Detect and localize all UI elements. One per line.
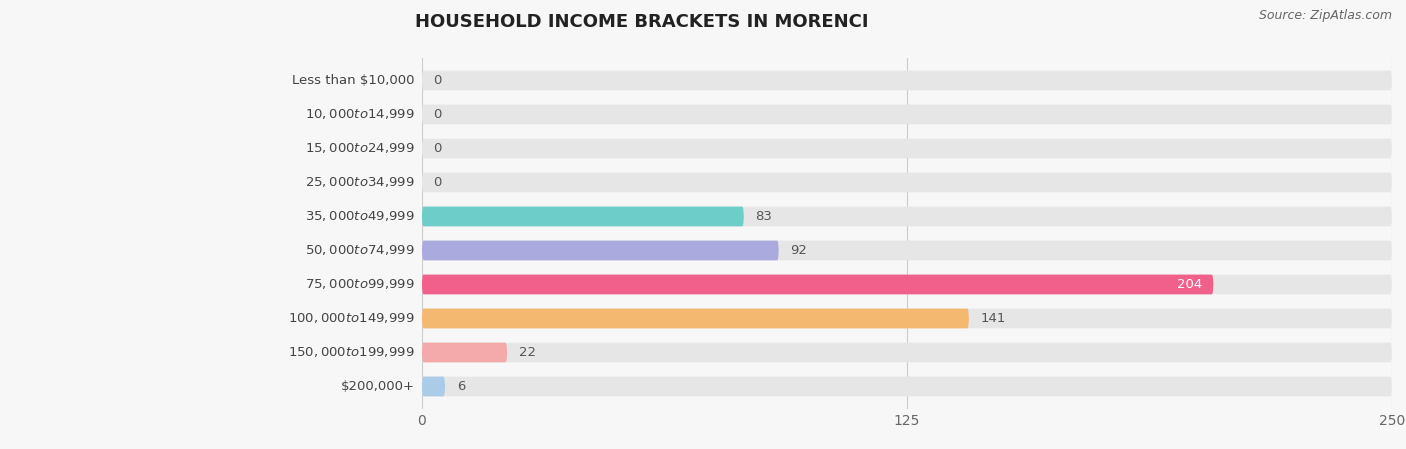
Text: 0: 0 [433,108,441,121]
Text: $50,000 to $74,999: $50,000 to $74,999 [305,243,415,257]
Text: $150,000 to $199,999: $150,000 to $199,999 [288,345,415,360]
FancyBboxPatch shape [422,275,1213,295]
Text: $200,000+: $200,000+ [340,380,415,393]
Text: $15,000 to $24,999: $15,000 to $24,999 [305,141,415,155]
Text: $35,000 to $49,999: $35,000 to $49,999 [305,210,415,224]
Text: 22: 22 [519,346,536,359]
FancyBboxPatch shape [422,275,1392,295]
FancyBboxPatch shape [422,241,779,260]
Text: $75,000 to $99,999: $75,000 to $99,999 [305,277,415,291]
Text: 92: 92 [790,244,807,257]
Text: Less than $10,000: Less than $10,000 [292,74,415,87]
Text: HOUSEHOLD INCOME BRACKETS IN MORENCI: HOUSEHOLD INCOME BRACKETS IN MORENCI [415,13,869,31]
FancyBboxPatch shape [422,377,1392,396]
Text: Source: ZipAtlas.com: Source: ZipAtlas.com [1258,9,1392,22]
FancyBboxPatch shape [422,207,744,226]
FancyBboxPatch shape [422,105,1392,124]
Text: 0: 0 [433,176,441,189]
Text: 6: 6 [457,380,465,393]
Text: 141: 141 [980,312,1005,325]
FancyBboxPatch shape [422,343,1392,362]
FancyBboxPatch shape [422,308,969,328]
FancyBboxPatch shape [422,343,508,362]
FancyBboxPatch shape [422,172,1392,192]
FancyBboxPatch shape [422,139,1392,158]
FancyBboxPatch shape [422,377,446,396]
Text: 83: 83 [755,210,772,223]
Text: $100,000 to $149,999: $100,000 to $149,999 [288,312,415,326]
Text: 204: 204 [1177,278,1202,291]
FancyBboxPatch shape [422,70,1392,90]
FancyBboxPatch shape [422,207,1392,226]
Text: 0: 0 [433,142,441,155]
Text: $25,000 to $34,999: $25,000 to $34,999 [305,176,415,189]
Text: 0: 0 [433,74,441,87]
FancyBboxPatch shape [422,308,1392,328]
FancyBboxPatch shape [422,241,1392,260]
Text: $10,000 to $14,999: $10,000 to $14,999 [305,107,415,122]
